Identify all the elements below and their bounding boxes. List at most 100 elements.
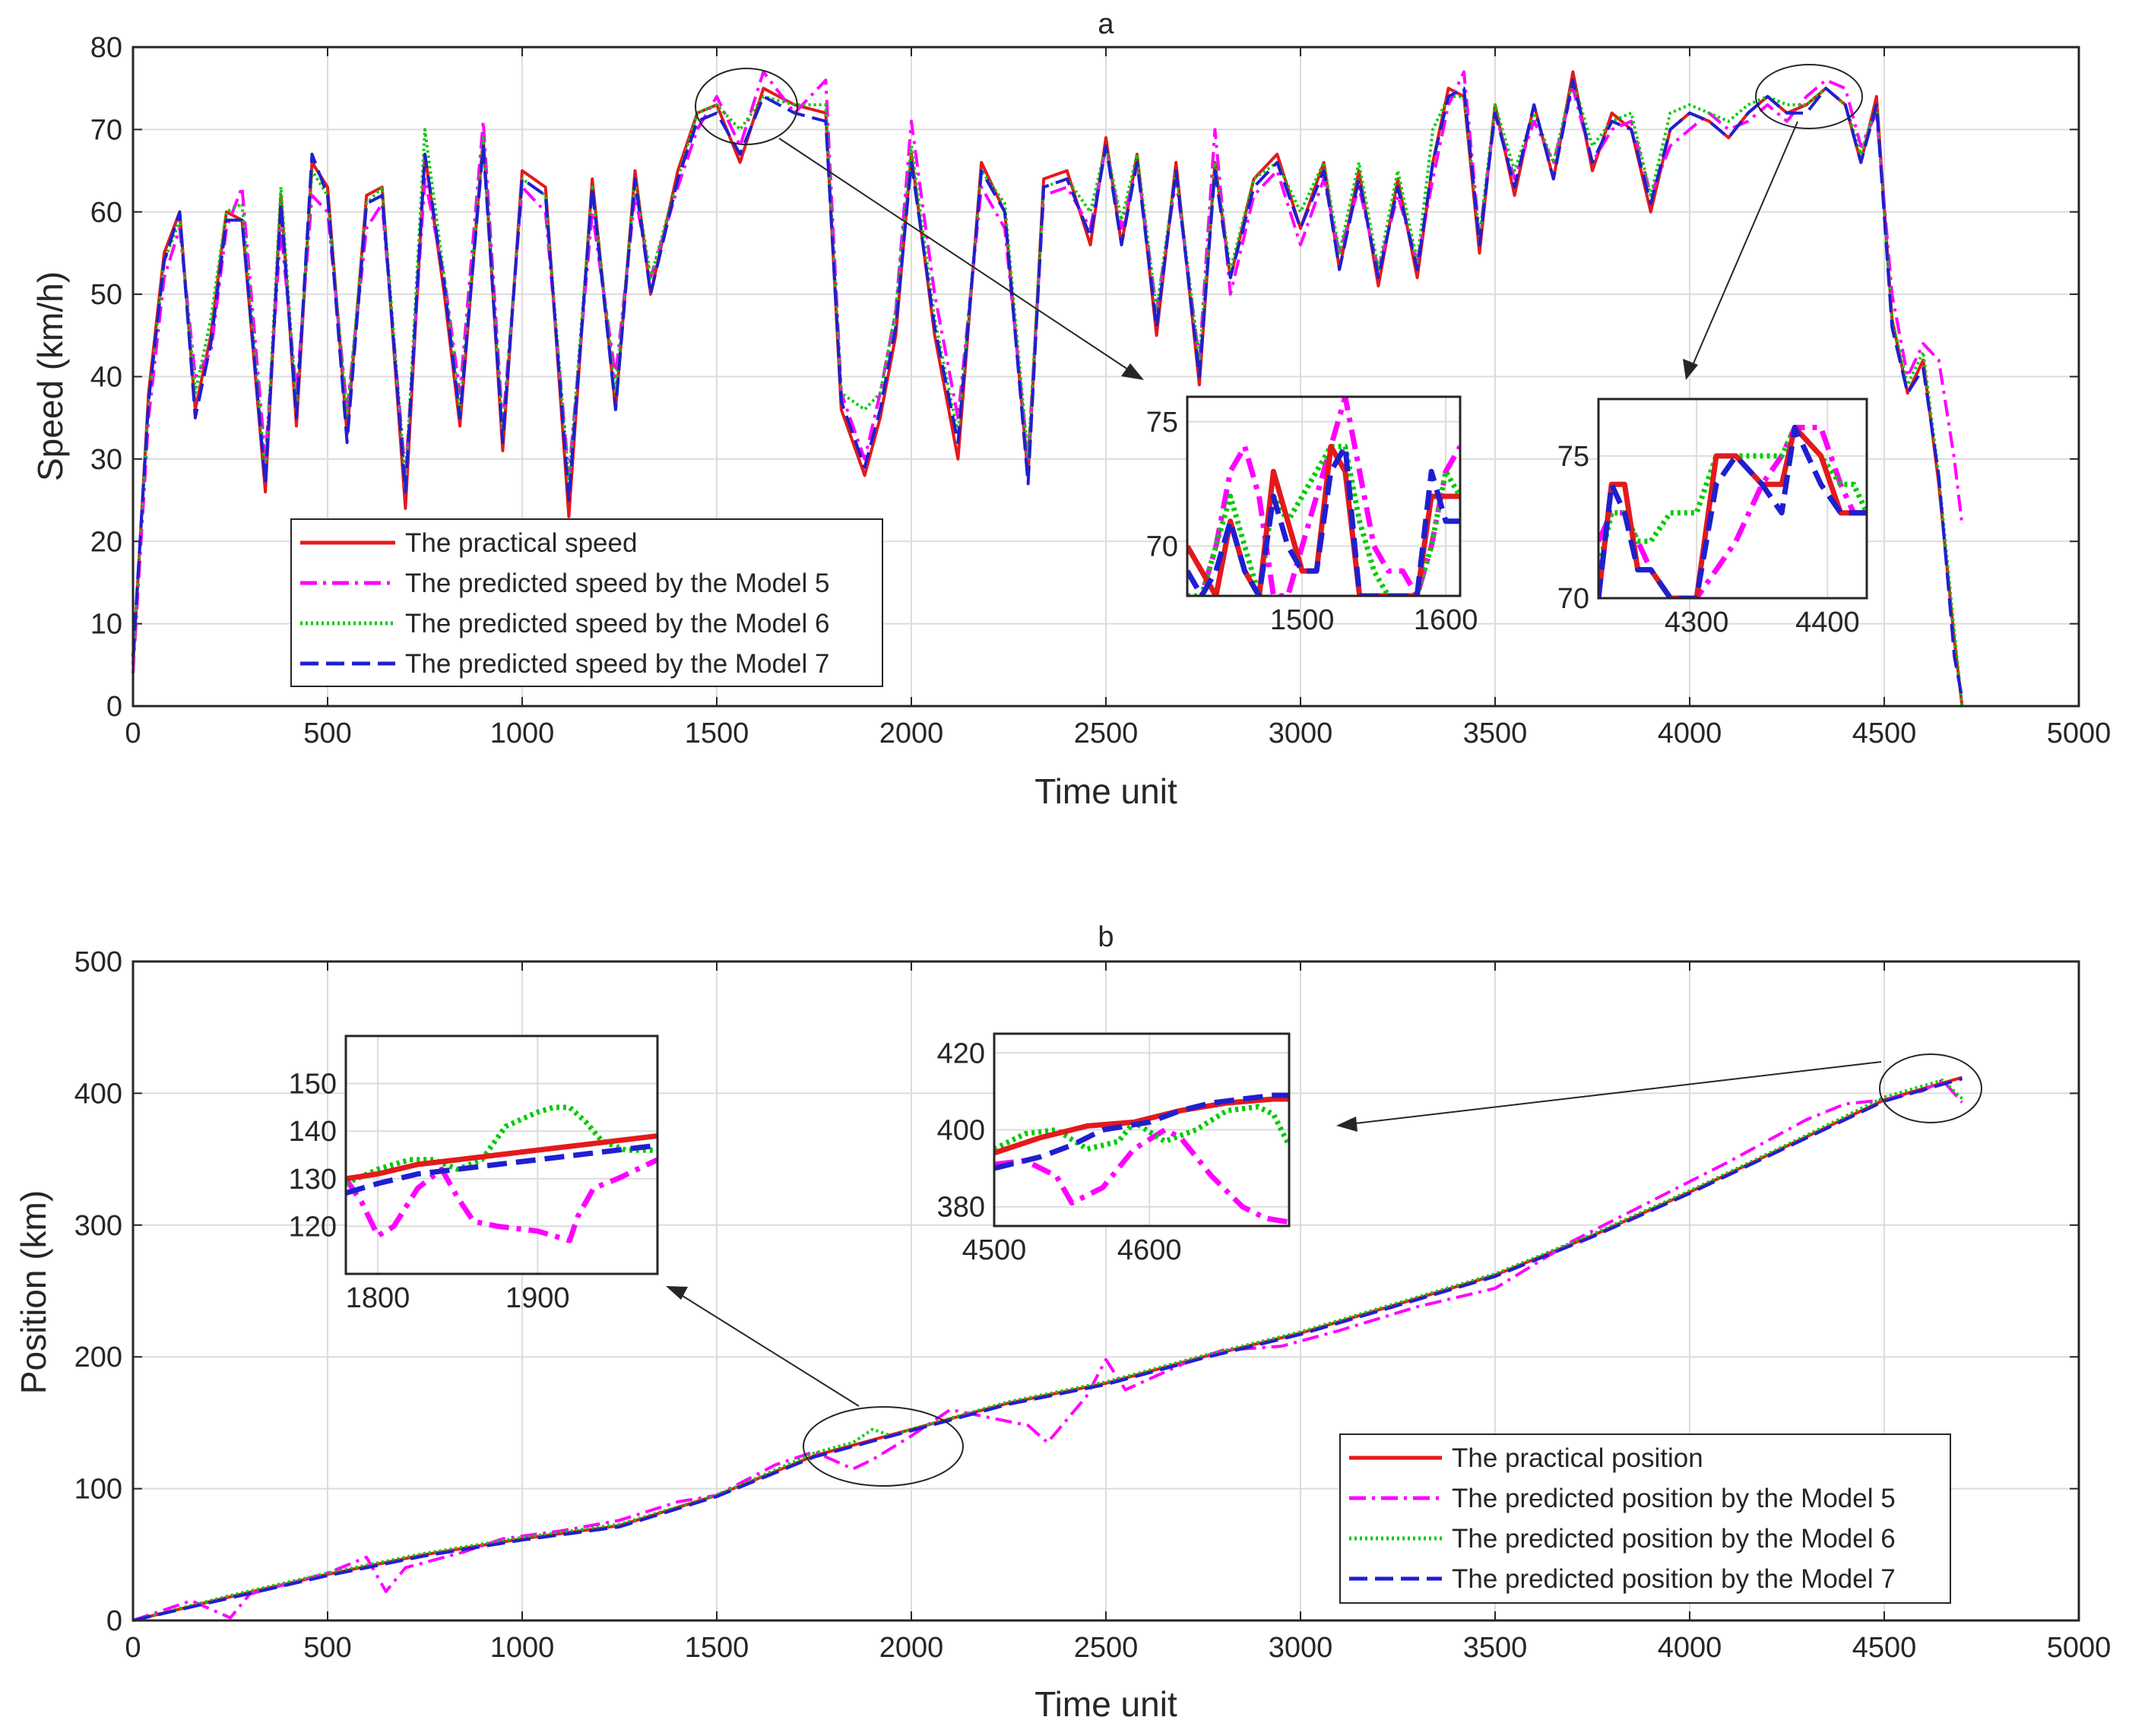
inset-x-tick-label: 4300: [1665, 607, 1729, 638]
panel-b-legend: The practical position The predicted pos…: [1339, 1433, 1951, 1604]
x-tick-label: 5000: [2047, 1632, 2112, 1664]
inset-y-tick-label: 70: [1146, 531, 1178, 563]
inset-x-tick-label: 4500: [962, 1234, 1027, 1266]
x-tick-label: 3500: [1463, 1632, 1528, 1664]
y-tick-label: 70: [90, 114, 122, 146]
inset-y-tick-label: 130: [289, 1164, 337, 1196]
y-tick-label: 10: [90, 609, 122, 641]
legend-label: The predicted position by the Model 6: [1452, 1524, 1896, 1554]
x-tick-label: 1000: [490, 1632, 555, 1664]
inset-y-tick-label: 120: [289, 1211, 337, 1243]
inset-x-tick-label: 1500: [1270, 604, 1335, 636]
inset-series-practical: [346, 1133, 657, 1182]
x-tick-label: 0: [125, 1632, 141, 1664]
legend-label: The predicted position by the Model 7: [1452, 1564, 1896, 1594]
panel-b-series: [132, 1075, 1963, 1622]
y-tick-label: 0: [106, 1605, 122, 1637]
panel-a-zoom-arrow-2: [1683, 121, 1798, 380]
inset-series-model7: [1598, 424, 1867, 598]
legend-entry-model-5: The predicted position by the Model 5: [1349, 1484, 1896, 1513]
inset-series: [1598, 424, 1867, 598]
legend-entry-practical-speed: The practical speed: [300, 528, 637, 558]
y-tick-label: 50: [90, 279, 122, 311]
inset-x-tick-label: 1900: [505, 1282, 570, 1314]
legend-label: The predicted speed by the Model 5: [405, 569, 829, 598]
inset-series-model7: [994, 1092, 1289, 1171]
inset-y-tick-label: 75: [1557, 441, 1589, 473]
inset-y-tick-label: 400: [937, 1115, 985, 1147]
legend-entry-model-5: The predicted speed by the Model 5: [300, 569, 829, 598]
x-tick-label: 3000: [1269, 1632, 1333, 1664]
x-tick-label: 500: [303, 1632, 351, 1664]
legend-label: The practical position: [1452, 1443, 1703, 1473]
panel-a-speed-chart: 0 500 1000 1500 2000 2500 3000 3500 4000 4500 5000…: [30, 8, 2111, 811]
x-tick-label: 4000: [1658, 718, 1722, 749]
legend-entry-model-7: The predicted position by the Model 7: [1349, 1564, 1896, 1594]
inset-box: [344, 1034, 659, 1275]
panel-a-x-axis-label: Time unit: [1034, 771, 1177, 811]
inset-series-model6: [346, 1104, 657, 1186]
panel-a-y-tick-labels: 0 10 20 30 40 50 60 70 80: [90, 32, 122, 723]
panel-b-x-tick-labels: 0 500 1000 1500 2000 2500 3000 3500 4000 4500 5000: [125, 1632, 2111, 1664]
inset-series-model7: [1187, 444, 1460, 596]
panel-b-zoom-ellipse-2: [1879, 1053, 1982, 1123]
y-tick-label: 500: [74, 946, 122, 978]
y-tick-label: 30: [90, 444, 122, 476]
panel-b-position-chart: 0 500 1000 1500 2000 2500 3000 3500 4000 4500 5000…: [14, 921, 2111, 1724]
inset-series: [994, 1092, 1289, 1225]
panel-a-axes-box: [131, 46, 2080, 708]
inset-series-practical: [994, 1096, 1289, 1156]
inset-series-model5: [1187, 397, 1460, 596]
y-tick-label: 20: [90, 526, 122, 558]
panel-b-x-axis-label: Time unit: [1034, 1684, 1177, 1724]
inset-y-tick-label: 380: [937, 1192, 985, 1224]
legend-label: The predicted speed by the Model 7: [405, 649, 829, 679]
panel-b-zoom-ellipse-1: [803, 1406, 964, 1487]
series-line-model-7: [131, 78, 1964, 699]
panel-a-y-axis-label: Speed (km/h): [30, 271, 70, 481]
series-line-model-7: [132, 1077, 1963, 1622]
panel-a-x-tick-labels: 0 500 1000 1500 2000 2500 3000 3500 4000 4500 5000: [125, 718, 2111, 749]
x-tick-label: 1500: [685, 1632, 749, 1664]
inset-series-model5: [994, 1127, 1289, 1225]
inset-y-tick-label: 140: [289, 1116, 337, 1148]
y-tick-label: 0: [106, 691, 122, 723]
inset-box: [993, 1032, 1291, 1228]
inset-x-tick-label: 1600: [1414, 604, 1478, 636]
x-tick-label: 2500: [1074, 718, 1139, 749]
panel-a-inset-zoom-1500: 1500 1600 70 75: [1146, 395, 1478, 636]
x-tick-label: 5000: [2047, 718, 2112, 749]
y-tick-label: 80: [90, 32, 122, 64]
x-tick-label: 2000: [879, 718, 944, 749]
x-tick-label: 3500: [1463, 718, 1528, 749]
legend-entry-practical-position: The practical position: [1349, 1443, 1703, 1473]
panel-a-title: a: [1098, 8, 1114, 40]
panel-a-legend: The practical speed The predicted speed …: [290, 518, 883, 687]
panel-a-series: [131, 70, 1964, 707]
panel-b-y-tick-labels: 0 100 200 300 400 500: [74, 946, 122, 1637]
x-tick-label: 500: [303, 718, 351, 749]
inset-series-model7: [346, 1142, 657, 1196]
inset-y-tick-label: 70: [1557, 583, 1589, 615]
inset-series: [346, 1104, 657, 1243]
y-tick-label: 300: [74, 1210, 122, 1242]
inset-box: [1186, 395, 1462, 597]
panel-b-title: b: [1098, 921, 1114, 953]
inset-x-tick-label: 1800: [346, 1282, 410, 1314]
x-tick-label: 4000: [1658, 1632, 1722, 1664]
x-tick-label: 4500: [1852, 718, 1917, 749]
panel-a-zoom-arrow-1: [778, 138, 1144, 380]
y-tick-label: 60: [90, 197, 122, 229]
x-tick-label: 2500: [1074, 1632, 1139, 1664]
legend-entry-model-7: The predicted speed by the Model 7: [300, 649, 829, 679]
inset-x-tick-label: 4600: [1117, 1234, 1182, 1266]
y-tick-label: 40: [90, 362, 122, 394]
legend-label: The practical speed: [405, 528, 637, 558]
y-tick-label: 400: [74, 1078, 122, 1110]
inset-series-practical: [1598, 424, 1867, 598]
x-tick-label: 2000: [879, 1632, 944, 1664]
panel-b-zoom-arrow-1: [666, 1286, 860, 1407]
panel-a-zoom-ellipse-1: [695, 68, 798, 145]
inset-y-tick-label: 150: [289, 1069, 337, 1101]
legend-entry-model-6: The predicted speed by the Model 6: [300, 609, 829, 638]
